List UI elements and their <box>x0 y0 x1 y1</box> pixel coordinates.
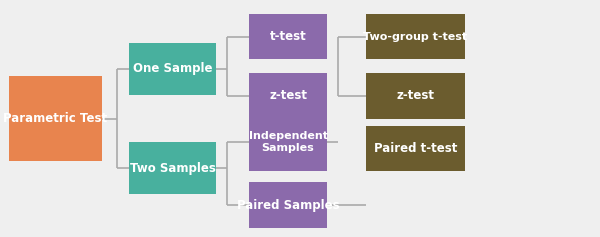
FancyBboxPatch shape <box>249 14 327 59</box>
Text: Paired Samples: Paired Samples <box>236 199 340 211</box>
FancyBboxPatch shape <box>366 126 465 171</box>
Text: Two Samples: Two Samples <box>130 162 215 175</box>
Text: Independent
Samples: Independent Samples <box>248 131 328 153</box>
FancyBboxPatch shape <box>249 114 327 171</box>
Text: Two-group t-test: Two-group t-test <box>364 32 467 42</box>
Text: Parametric Test: Parametric Test <box>4 112 107 125</box>
FancyBboxPatch shape <box>9 76 102 161</box>
Text: Paired t-test: Paired t-test <box>374 142 457 155</box>
Text: One Sample: One Sample <box>133 62 212 75</box>
FancyBboxPatch shape <box>366 73 465 118</box>
Text: t-test: t-test <box>269 30 307 43</box>
FancyBboxPatch shape <box>129 142 216 194</box>
Text: z-test: z-test <box>397 90 434 102</box>
FancyBboxPatch shape <box>249 73 327 118</box>
FancyBboxPatch shape <box>129 43 216 95</box>
Text: z-test: z-test <box>269 90 307 102</box>
FancyBboxPatch shape <box>366 14 465 59</box>
FancyBboxPatch shape <box>249 182 327 228</box>
